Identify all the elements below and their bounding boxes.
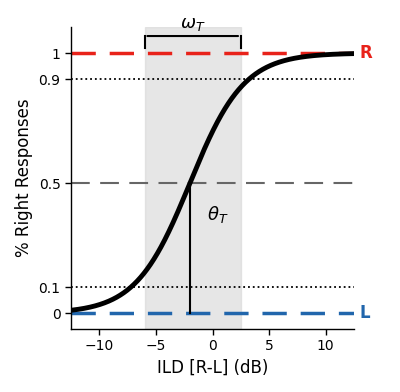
Text: R: R <box>360 44 372 62</box>
Text: L: L <box>360 305 370 322</box>
X-axis label: ILD [R-L] (dB): ILD [R-L] (dB) <box>157 359 268 377</box>
Bar <box>144 27 241 329</box>
Text: $\omega_T$: $\omega_T$ <box>180 15 206 33</box>
Y-axis label: % Right Responses: % Right Responses <box>15 99 33 257</box>
Text: $\theta_T$: $\theta_T$ <box>207 204 228 225</box>
